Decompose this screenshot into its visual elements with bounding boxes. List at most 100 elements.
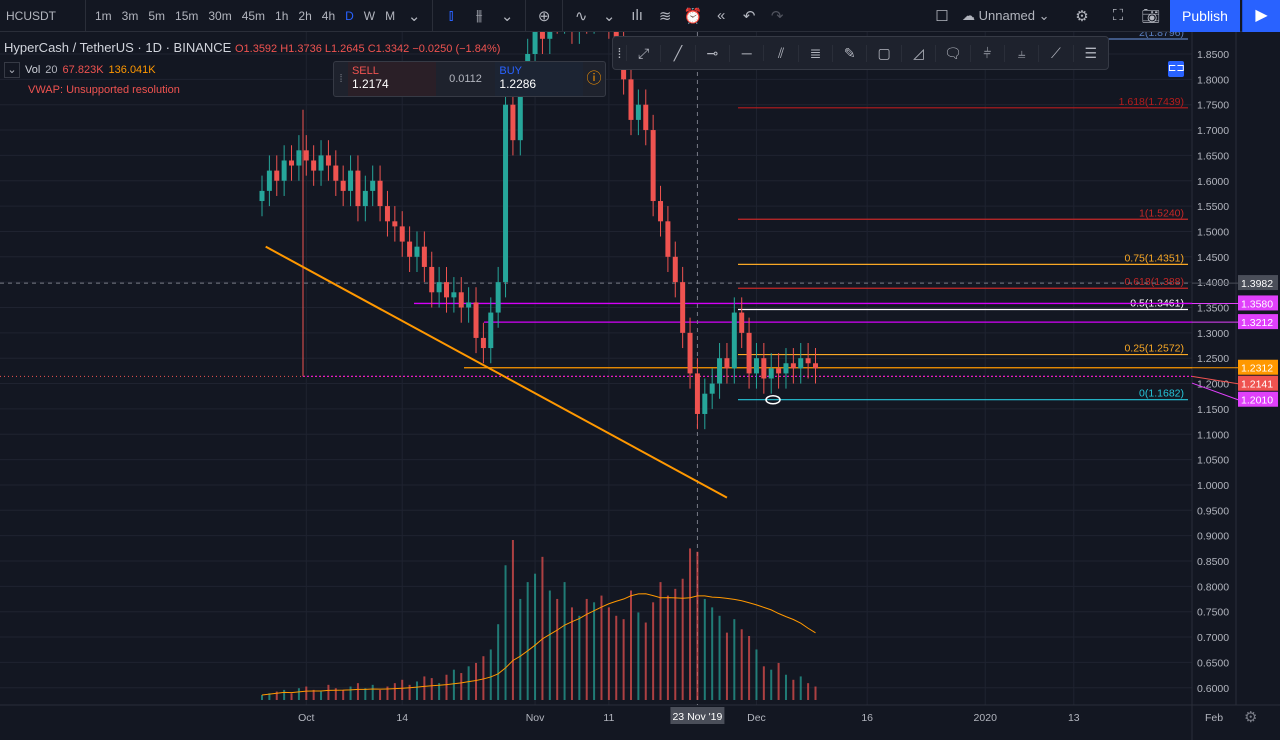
alert-icon[interactable]: ⏰ — [683, 7, 703, 25]
chevron-down-icon[interactable]: ⌄ — [407, 7, 421, 25]
symbol-title: HyperCash / TetherUS · 1D · BINANCE — [4, 40, 232, 55]
ohlc-values: O1.3592 H1.3736 L1.2645 C1.3342 −0.0250 … — [234, 43, 501, 55]
info-icon[interactable]: ⓘ — [586, 70, 602, 87]
volume-bar — [305, 686, 308, 700]
buy-button[interactable]: BUY 1.2286 — [495, 62, 584, 96]
trend-line-icon[interactable]: ╱ — [661, 44, 696, 62]
financials-icon[interactable]: ılı — [631, 7, 643, 24]
candle-body — [724, 358, 730, 369]
candle-body — [761, 358, 767, 379]
sell-button[interactable]: SELL 1.2174 — [347, 62, 436, 96]
publish-button[interactable]: Publish — [1170, 0, 1240, 32]
timeframe-4h[interactable]: 4h — [321, 8, 336, 23]
indicators-icon[interactable]: ∿ — [574, 7, 588, 25]
snapshot-camera-icon[interactable]: 📷︎ — [1141, 7, 1161, 25]
layout-name-button[interactable]: ☁ Unnamed ⌄ — [962, 8, 1050, 23]
triangle-icon[interactable]: ◿ — [902, 44, 937, 62]
compare-add-icon[interactable]: ⊕ — [537, 7, 551, 25]
layout-icon[interactable]: ☐ — [935, 7, 949, 25]
candle-body — [613, 32, 619, 39]
price-axis-label: 0.9500 — [1197, 505, 1229, 517]
timeframe-30m[interactable]: 30m — [208, 8, 232, 23]
candle-body — [466, 302, 472, 308]
candles-chart-type-icon[interactable]: ⫾ — [448, 7, 454, 24]
callout-icon[interactable]: 🗨︎ — [936, 44, 971, 62]
timeframe-M[interactable]: M — [385, 8, 396, 23]
timeframe-D[interactable]: D — [345, 8, 354, 23]
candle-body — [672, 256, 678, 283]
volume-bar — [489, 649, 492, 700]
candle-body — [333, 165, 339, 181]
horizontal-line-icon[interactable]: ─ — [730, 45, 765, 61]
volume-bar — [320, 691, 323, 700]
volume-bar — [600, 595, 603, 700]
chevron-down-icon[interactable]: ⌄ — [602, 7, 616, 25]
fib-level-label: 0.618(1.388) — [1124, 276, 1184, 288]
parallel-channel-icon[interactable]: ⫽ — [764, 44, 799, 62]
timeframe-1m[interactable]: 1m — [95, 8, 112, 23]
candle-body — [665, 221, 671, 257]
collapse-chevron-icon[interactable]: ⌄ — [4, 62, 20, 78]
timeframe-3m[interactable]: 3m — [121, 8, 139, 23]
templates-icon[interactable]: ≋ — [658, 7, 672, 25]
volume-bar — [666, 595, 669, 700]
price-axis-label: 1.5000 — [1197, 226, 1229, 238]
fib-retracement-icon[interactable]: ≣ — [799, 44, 834, 62]
chart-settings-gear-icon[interactable]: ⚙ — [1244, 709, 1258, 726]
undo-icon[interactable]: ↶ — [742, 7, 756, 25]
price-axis-label: 1.1000 — [1197, 429, 1229, 441]
volume-bar — [283, 689, 286, 700]
price-axis-label: 0.8500 — [1197, 556, 1229, 568]
more-tools-icon[interactable]: ☰ — [1084, 44, 1098, 61]
timeframe-W[interactable]: W — [363, 8, 376, 23]
price-axis-label: 1.3500 — [1197, 303, 1229, 315]
candle-body — [311, 160, 317, 171]
brush-icon[interactable]: ✎ — [833, 44, 868, 62]
candle-body — [628, 79, 634, 120]
chevron-down-icon[interactable]: ⌄ — [500, 7, 514, 25]
candle-body — [709, 383, 715, 394]
timeframe-15m[interactable]: 15m — [175, 8, 199, 23]
volume-bar — [644, 622, 647, 700]
long-position-icon[interactable]: ⫩ — [971, 44, 1005, 62]
timeframe-45m[interactable]: 45m — [241, 8, 266, 23]
fib-level-label: 0.25(1.2572) — [1124, 343, 1184, 355]
short-position-icon[interactable]: ⫨ — [1005, 44, 1040, 62]
bar-chart-type-icon[interactable]: ⫵ — [475, 7, 483, 24]
fullscreen-icon[interactable]: ⛶ — [1112, 7, 1124, 24]
timeframe-5m[interactable]: 5m — [148, 8, 166, 23]
settings-gear-icon[interactable]: ⚙ — [1075, 7, 1089, 25]
redo-icon[interactable]: ↷ — [770, 7, 784, 25]
volume-bar — [578, 615, 581, 700]
volume-value: 67.823K — [62, 64, 104, 76]
fib-level-label: 0(1.1682) — [1139, 388, 1184, 400]
candle-body — [753, 358, 759, 374]
candle-body — [731, 312, 737, 369]
price-tag-label: 1.2010 — [1241, 395, 1273, 407]
volume-bar — [415, 681, 418, 700]
rectangle-icon[interactable]: ▢ — [867, 44, 902, 62]
timeframe-2h[interactable]: 2h — [298, 8, 312, 23]
play-icon[interactable]: ▶ — [1242, 0, 1280, 32]
volume-bar — [408, 684, 411, 700]
symbol-search[interactable]: HCUSDT — [0, 0, 86, 32]
trend-angle-icon[interactable]: ⤢ — [627, 44, 662, 62]
horizontal-ray-icon[interactable]: ⊸ — [696, 44, 731, 62]
drag-handle-icon[interactable]: ⁞ — [613, 45, 627, 61]
price-tag — [1238, 314, 1278, 330]
scale-toggle-icon[interactable]: ⊏⊐ — [1168, 61, 1185, 77]
replay-icon[interactable]: « — [716, 7, 726, 24]
candle-body — [658, 201, 664, 222]
price-axis-label: 0.9000 — [1197, 531, 1229, 543]
drag-handle-icon[interactable]: ⁞ — [339, 73, 343, 85]
timeframe-1h[interactable]: 1h — [275, 8, 289, 23]
volume-bar — [261, 694, 263, 700]
volume-bar — [630, 590, 632, 700]
candle-body — [399, 226, 405, 242]
volume-bar — [548, 590, 551, 700]
measure-icon[interactable]: ⟋ — [1039, 44, 1074, 62]
volume-bar — [784, 674, 787, 700]
volume-bar — [570, 607, 573, 700]
candle-body — [768, 368, 774, 379]
price-chart[interactable]: 1.8500 1.8000 1.7500 1.7000 1.6500 1.6000 1.55… — [0, 32, 1280, 740]
